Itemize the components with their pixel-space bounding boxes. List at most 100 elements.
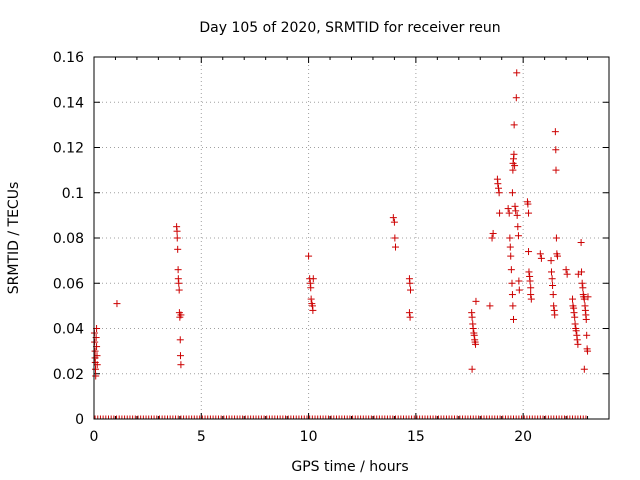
data-point [527, 284, 535, 292]
data-point [488, 234, 496, 242]
data-points [90, 69, 592, 420]
data-point [309, 275, 317, 283]
data-point [177, 361, 185, 369]
gridlines [94, 57, 609, 419]
data-point [494, 184, 502, 192]
data-point [584, 293, 592, 301]
data-point [407, 286, 415, 294]
data-point [468, 365, 476, 373]
y-tick-label: 0.12 [53, 141, 84, 157]
data-point [468, 313, 476, 321]
x-tick-label: 0 [90, 429, 99, 445]
data-point [525, 248, 533, 256]
y-tick-label: 0.04 [53, 322, 84, 338]
y-tick-label: 0.08 [53, 231, 84, 247]
data-point [515, 277, 523, 285]
data-point [550, 302, 558, 310]
data-point [573, 336, 581, 344]
data-point [506, 234, 514, 242]
data-point [506, 243, 514, 251]
chart-title: Day 105 of 2020, SRMTID for receiver reu… [199, 20, 500, 36]
data-point [524, 200, 532, 208]
data-point [515, 286, 523, 294]
data-point [563, 270, 571, 278]
x-axis-label: GPS time / hours [291, 459, 408, 475]
data-point [552, 166, 560, 174]
data-point [582, 315, 590, 323]
y-tick-label: 0.1 [62, 186, 84, 202]
y-tick-label: 0.16 [53, 50, 84, 66]
x-tick-label: 10 [300, 429, 318, 445]
data-point [175, 286, 183, 294]
tick-labels: 0 5 10 15 20 0 0.02 0.04 0.06 0.08 0.1 0.12 0.14 0.16 [53, 50, 532, 445]
data-point [574, 340, 582, 348]
data-point [554, 252, 561, 260]
data-point [527, 295, 535, 303]
x-tick-label: 20 [514, 429, 532, 445]
data-point [583, 331, 591, 339]
data-point [509, 302, 517, 310]
data-point [91, 338, 99, 346]
y-tick-label: 0 [75, 412, 84, 428]
data-point [472, 340, 480, 348]
data-point [511, 202, 519, 210]
data-point [549, 282, 557, 290]
data-point [551, 311, 559, 319]
data-point [113, 300, 121, 308]
data-point [391, 234, 399, 242]
data-point [513, 69, 521, 77]
data-point [390, 218, 398, 226]
data-point [486, 302, 494, 310]
data-point [552, 234, 560, 242]
x-tick-label: 5 [197, 429, 206, 445]
data-point [406, 279, 414, 287]
data-point [526, 277, 534, 285]
data-point [570, 309, 578, 317]
data-point [510, 150, 518, 158]
x-tick-label: 15 [407, 429, 425, 445]
data-point [536, 250, 544, 258]
data-point [173, 234, 181, 242]
data-point [469, 325, 477, 332]
data-point [562, 266, 570, 274]
data-point [494, 180, 502, 188]
data-point [176, 336, 184, 344]
y-axis-label: SRMTID / TECUs [6, 182, 22, 295]
data-point [579, 284, 587, 292]
data-point [309, 306, 317, 314]
data-point [307, 284, 315, 292]
data-point [549, 291, 557, 299]
data-point [548, 275, 556, 283]
data-point [511, 162, 519, 170]
data-point [509, 166, 517, 174]
data-point [173, 227, 181, 235]
data-point [305, 252, 313, 260]
data-point [177, 311, 185, 319]
data-point [580, 365, 588, 373]
data-point [514, 232, 522, 240]
data-point [92, 372, 100, 380]
data-point [527, 291, 535, 299]
data-point [176, 352, 184, 360]
data-point [504, 205, 512, 213]
data-point [93, 352, 101, 360]
data-point [508, 291, 516, 299]
data-point [389, 214, 397, 222]
data-point [489, 229, 497, 237]
plot-frame [93, 56, 610, 420]
data-point [495, 189, 503, 197]
data-point [525, 268, 533, 276]
data-point [505, 209, 513, 217]
data-point [513, 211, 521, 219]
data-point [510, 315, 518, 323]
data-point [578, 268, 586, 276]
data-point [91, 347, 99, 355]
data-point [578, 279, 586, 287]
data-point [307, 295, 315, 303]
data-point [93, 361, 101, 369]
data-point [472, 297, 480, 305]
data-point [571, 313, 579, 321]
data-point [92, 365, 100, 373]
